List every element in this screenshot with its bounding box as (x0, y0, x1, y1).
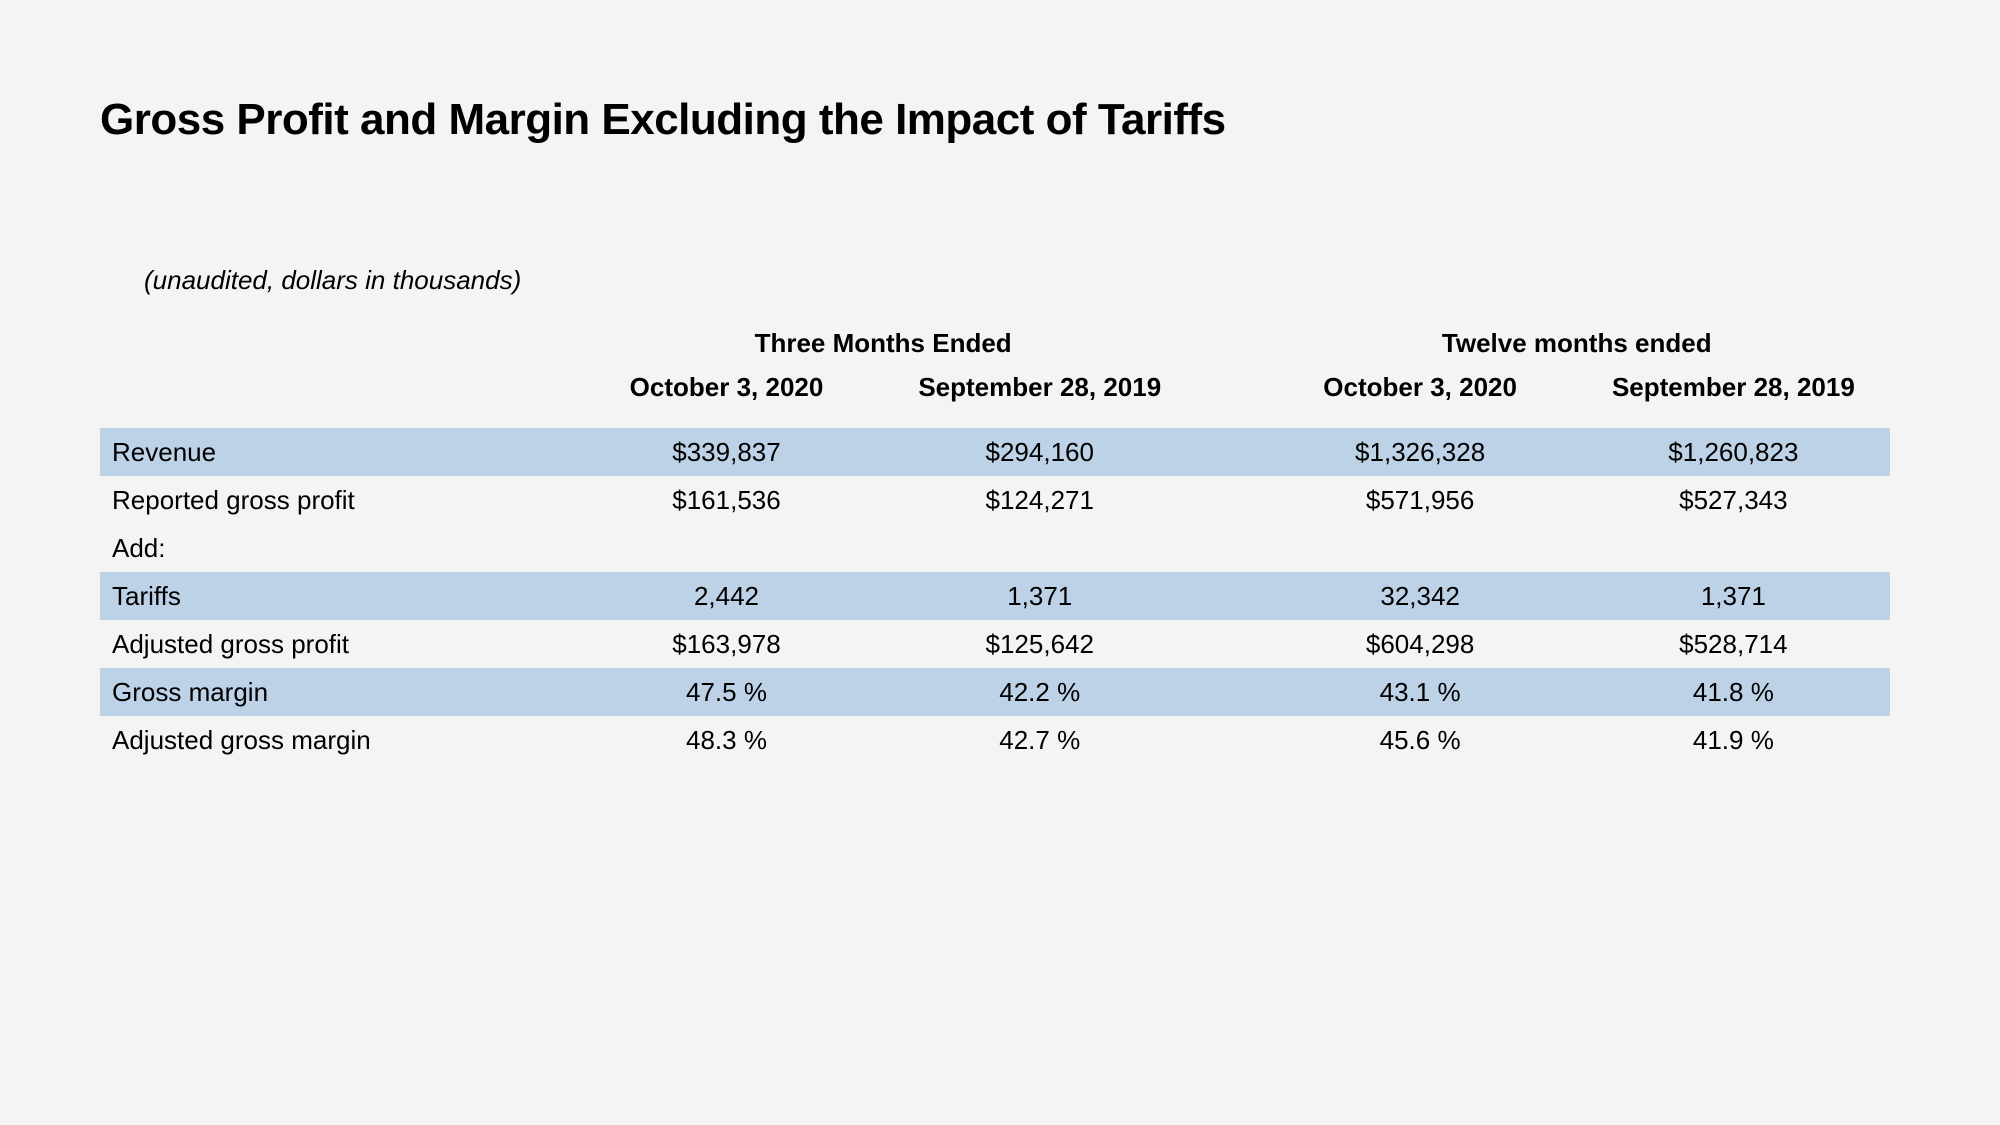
row-label: Add: (100, 524, 570, 572)
table-row: Tariffs 2,442 1,371 32,342 1,371 (100, 572, 1890, 620)
row-label: Tariffs (100, 572, 570, 620)
cell: 42.2 % (883, 668, 1196, 716)
cell: 47.5 % (570, 668, 883, 716)
subtitle: (unaudited, dollars in thousands) (144, 265, 1900, 296)
slide: Gross Profit and Margin Excluding the Im… (0, 0, 2000, 764)
group-header-3mo: Three Months Ended (570, 318, 1197, 368)
cell: $1,260,823 (1577, 428, 1890, 476)
financial-table: Three Months Ended Twelve months ended O… (100, 318, 1890, 764)
table-row: Gross margin 47.5 % 42.2 % 43.1 % 41.8 % (100, 668, 1890, 716)
cell: 2,442 (570, 572, 883, 620)
cell (1264, 524, 1577, 572)
table-row: Adjusted gross margin 48.3 % 42.7 % 45.6… (100, 716, 1890, 764)
cell: $124,271 (883, 476, 1196, 524)
cell: 43.1 % (1264, 668, 1577, 716)
cell: $1,326,328 (1264, 428, 1577, 476)
cell: 42.7 % (883, 716, 1196, 764)
cell: 45.6 % (1264, 716, 1577, 764)
cell: $604,298 (1264, 620, 1577, 668)
cell: 41.9 % (1577, 716, 1890, 764)
cell: $528,714 (1577, 620, 1890, 668)
cell: $161,536 (570, 476, 883, 524)
row-label: Reported gross profit (100, 476, 570, 524)
table-row: Revenue $339,837 $294,160 $1,326,328 $1,… (100, 428, 1890, 476)
cell: 48.3 % (570, 716, 883, 764)
cell (883, 524, 1196, 572)
row-label: Adjusted gross profit (100, 620, 570, 668)
cell: $527,343 (1577, 476, 1890, 524)
cell: 32,342 (1264, 572, 1577, 620)
cell: $125,642 (883, 620, 1196, 668)
table-row: Reported gross profit $161,536 $124,271 … (100, 476, 1890, 524)
page-title: Gross Profit and Margin Excluding the Im… (100, 95, 1900, 145)
group-header-row: Three Months Ended Twelve months ended (100, 318, 1890, 368)
cell: 1,371 (1577, 572, 1890, 620)
column-header-row: October 3, 2020 September 28, 2019 Octob… (100, 368, 1890, 428)
cell (570, 524, 883, 572)
group-header-12mo: Twelve months ended (1264, 318, 1891, 368)
row-label: Gross margin (100, 668, 570, 716)
table-row: Adjusted gross profit $163,978 $125,642 … (100, 620, 1890, 668)
table-body: Revenue $339,837 $294,160 $1,326,328 $1,… (100, 428, 1890, 764)
cell: $339,837 (570, 428, 883, 476)
cell: $163,978 (570, 620, 883, 668)
cell: $294,160 (883, 428, 1196, 476)
cell: 41.8 % (1577, 668, 1890, 716)
col-header: September 28, 2019 (883, 368, 1196, 428)
row-label: Revenue (100, 428, 570, 476)
row-label: Adjusted gross margin (100, 716, 570, 764)
cell: 1,371 (883, 572, 1196, 620)
cell (1577, 524, 1890, 572)
cell: $571,956 (1264, 476, 1577, 524)
col-header: September 28, 2019 (1577, 368, 1890, 428)
col-header: October 3, 2020 (1264, 368, 1577, 428)
col-header: October 3, 2020 (570, 368, 883, 428)
table-row: Add: (100, 524, 1890, 572)
